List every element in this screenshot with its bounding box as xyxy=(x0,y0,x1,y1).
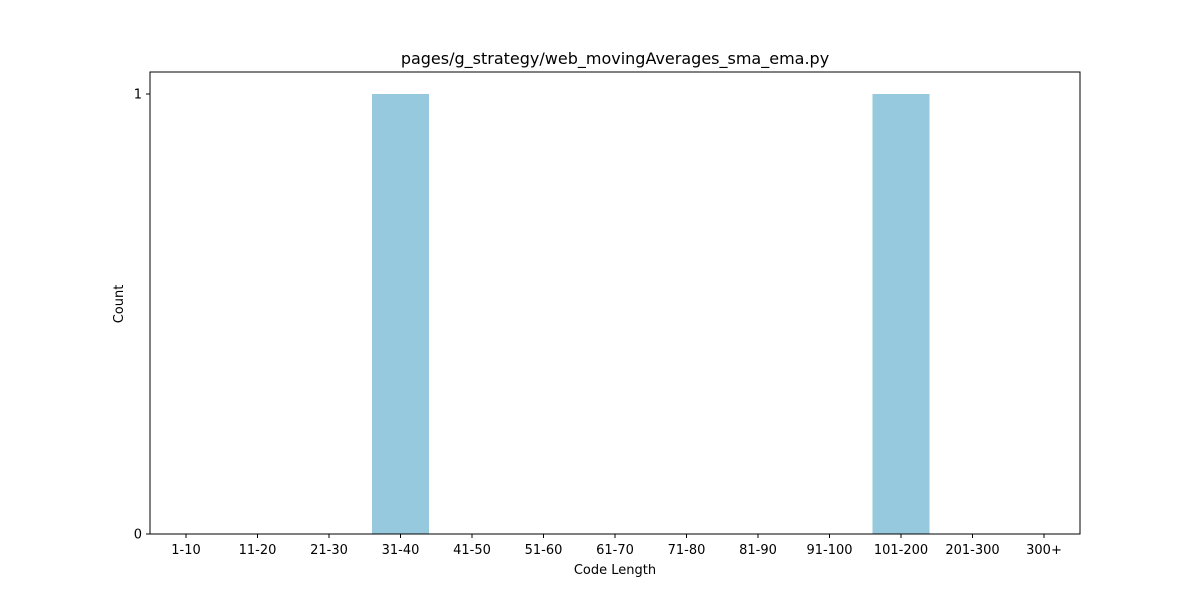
x-tick-label: 300+ xyxy=(1026,543,1062,558)
x-ticks-group: 1-10 11-20 21-30 31-40 41-50 51-60 61-70 71-80 8… xyxy=(171,534,1062,558)
x-tick-label: 101-200 xyxy=(874,543,928,558)
bar-101-200 xyxy=(872,94,930,534)
x-tick-label: 201-300 xyxy=(945,543,999,558)
x-tick-label: 41-50 xyxy=(453,543,491,558)
y-tick-label: 1 xyxy=(134,88,142,103)
x-tick-label: 91-100 xyxy=(806,543,852,558)
y-axis-label: Count xyxy=(112,285,127,324)
y-tick-label: 0 xyxy=(134,528,142,543)
x-tick-label: 71-80 xyxy=(668,543,706,558)
x-tick-label: 61-70 xyxy=(596,543,634,558)
chart-title: pages/g_strategy/web_movingAverages_sma_… xyxy=(401,49,829,69)
x-tick-label: 31-40 xyxy=(382,543,420,558)
x-tick-label: 1-10 xyxy=(171,543,201,558)
x-tick-label: 21-30 xyxy=(310,543,348,558)
x-tick-label: 11-20 xyxy=(239,543,277,558)
x-tick-label: 51-60 xyxy=(525,543,563,558)
bar-31-40 xyxy=(372,94,429,534)
plot-frame xyxy=(149,71,1081,535)
bars-group xyxy=(372,94,930,534)
x-axis-label: Code Length xyxy=(574,563,656,578)
x-tick-label: 81-90 xyxy=(739,543,777,558)
y-ticks-group: 01 xyxy=(134,88,150,543)
